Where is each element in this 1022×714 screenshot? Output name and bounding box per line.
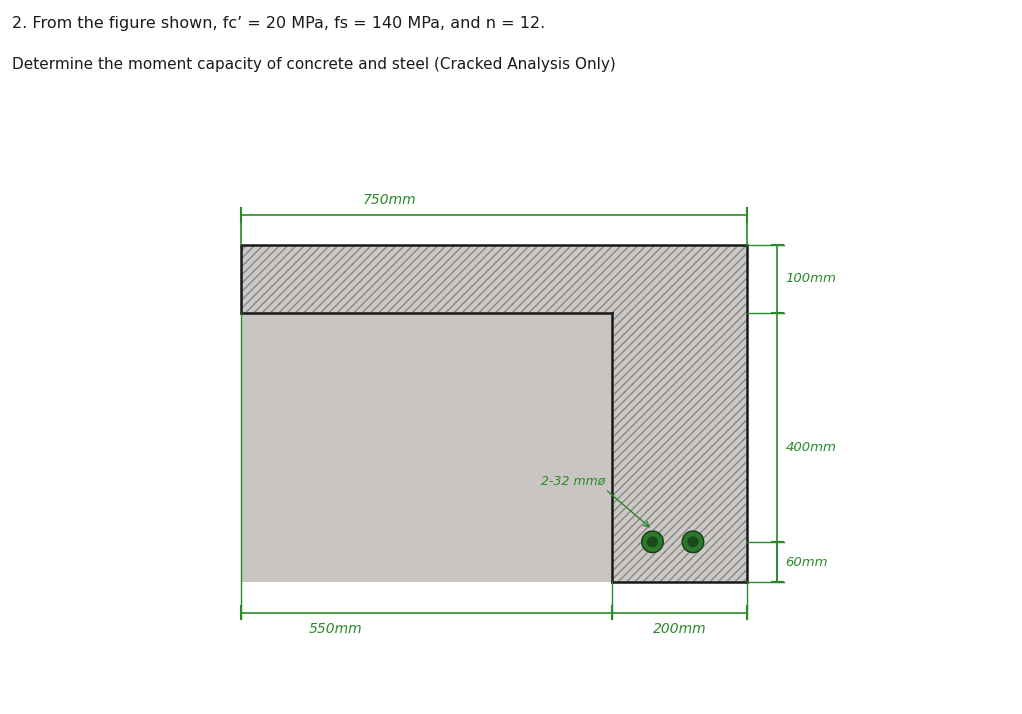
Polygon shape	[241, 313, 612, 583]
Text: 2-32 mmø: 2-32 mmø	[541, 475, 605, 488]
Text: Determine the moment capacity of concrete and steel (Cracked Analysis Only): Determine the moment capacity of concret…	[12, 57, 616, 72]
Text: 200mm: 200mm	[653, 622, 706, 636]
Text: 2. From the figure shown, fc’ = 20 MPa, fs = 140 MPa, and n = 12.: 2. From the figure shown, fc’ = 20 MPa, …	[12, 16, 546, 31]
Circle shape	[688, 537, 698, 547]
Circle shape	[682, 531, 704, 553]
Text: 750mm: 750mm	[363, 193, 416, 207]
Text: 550mm: 550mm	[309, 622, 363, 636]
Text: 400mm: 400mm	[785, 441, 836, 454]
Polygon shape	[241, 245, 747, 583]
Text: 60mm: 60mm	[785, 555, 828, 568]
Circle shape	[642, 531, 663, 553]
Text: 100mm: 100mm	[785, 272, 836, 286]
Circle shape	[648, 537, 657, 547]
